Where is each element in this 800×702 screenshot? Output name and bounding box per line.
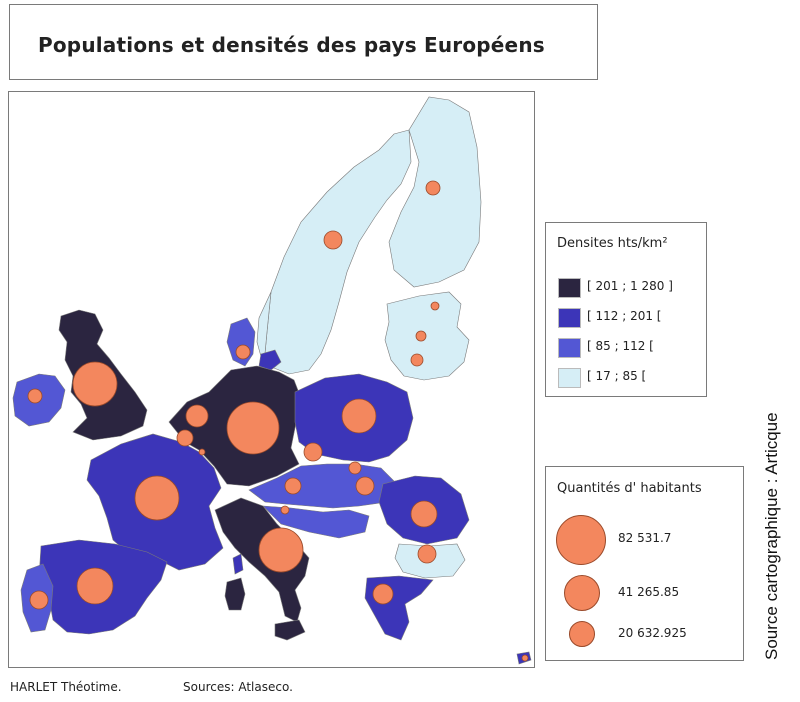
- legend-population: Quantités d' habitants 82 531.7 41 265.8…: [545, 466, 744, 661]
- swatch-high: [558, 308, 581, 328]
- region-greece: [364, 575, 434, 641]
- footer-sources: Sources: Atlaseco.: [183, 680, 293, 694]
- swatch-low: [558, 368, 581, 388]
- circle-slovenia: [280, 505, 290, 515]
- europe-map: [12, 96, 532, 665]
- legend-density: Densites hts/km² [ 201 ; 1 280 ] [ 112 ;…: [545, 222, 707, 397]
- region-denmark-islands: [258, 349, 282, 371]
- circle-ireland: [27, 388, 43, 404]
- circle-czech: [303, 442, 323, 462]
- legend-density-title: Densites hts/km²: [557, 236, 668, 251]
- legend-density-label: [ 201 ; 1 280 ]: [587, 279, 673, 293]
- legend-population-title: Quantités d' habitants: [557, 481, 702, 496]
- pop-circle-small: [569, 621, 595, 647]
- swatch-mid: [558, 338, 581, 358]
- circle-sweden: [323, 230, 343, 250]
- circle-denmark: [235, 344, 251, 360]
- circle-bulgaria: [417, 544, 437, 564]
- circle-finland: [425, 180, 441, 196]
- source-credit: Source cartographique : Articque: [762, 412, 781, 660]
- circle-italy: [258, 527, 304, 573]
- circle-hungary: [355, 476, 375, 496]
- region-sardinia: [224, 577, 246, 611]
- legend-density-label: [ 17 ; 85 [: [587, 369, 647, 383]
- circle-france: [134, 475, 180, 521]
- circle-belgium: [176, 429, 194, 447]
- map-frame: [8, 91, 535, 668]
- pop-circle-large: [556, 515, 606, 565]
- population-circles: [27, 180, 529, 662]
- circle-spain: [76, 567, 114, 605]
- map-title: Populations et densités des pays Europée…: [38, 33, 545, 57]
- circle-lithuania: [410, 353, 424, 367]
- circle-portugal: [29, 590, 49, 610]
- pop-label-small: 20 632.925: [618, 626, 687, 640]
- legend-density-label: [ 112 ; 201 [: [587, 309, 662, 323]
- region-sicily: [274, 619, 306, 641]
- footer-author: HARLET Théotime.: [10, 680, 122, 694]
- circle-latvia: [415, 330, 427, 342]
- circle-austria: [284, 477, 302, 495]
- region-corsica: [232, 553, 244, 575]
- legend-density-label: [ 85 ; 112 [: [587, 339, 654, 353]
- circle-uk: [72, 361, 118, 407]
- region-balkans-west: [262, 505, 370, 539]
- swatch-very-high: [558, 278, 581, 298]
- circle-romania: [410, 500, 438, 528]
- circle-estonia: [430, 301, 440, 311]
- region-sweden: [263, 129, 412, 375]
- circle-greece: [372, 583, 394, 605]
- circle-luxembourg: [198, 448, 206, 456]
- circle-cyprus: [521, 654, 529, 662]
- pop-label-medium: 41 265.85: [618, 585, 680, 599]
- circle-slovakia: [348, 461, 362, 475]
- region-baltics: [384, 291, 470, 381]
- title-box: Populations et densités des pays Europée…: [9, 4, 598, 80]
- circle-netherlands: [185, 404, 209, 428]
- pop-circle-medium: [564, 575, 600, 611]
- circle-germany: [226, 401, 280, 455]
- circle-poland: [341, 398, 377, 434]
- pop-label-large: 82 531.7: [618, 531, 672, 545]
